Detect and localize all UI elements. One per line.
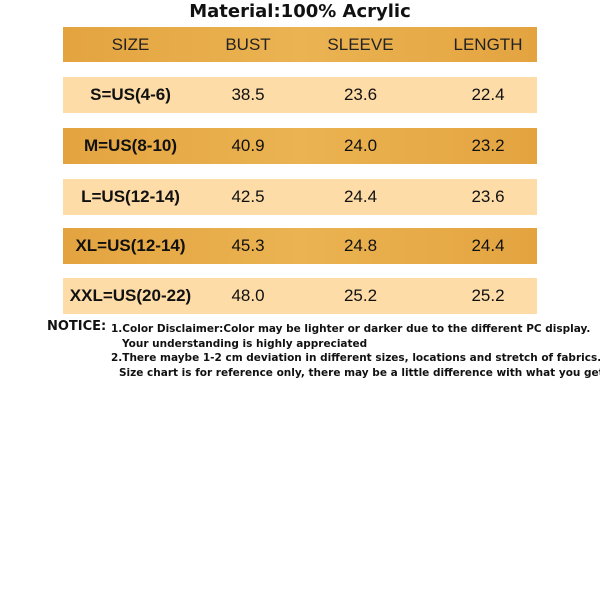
value-cell: 24.4: [471, 236, 505, 255]
value-cell: 48.0: [231, 286, 265, 305]
table-row: M=US(8-10) 40.9 24.0 23.2: [63, 128, 537, 164]
table-row: XL=US(12-14) 45.3 24.8 24.4: [63, 228, 537, 264]
header-cell: SLEEVE: [327, 34, 394, 54]
value-cell: 24.8: [343, 236, 378, 255]
notice-line: Size chart is for reference only, there …: [119, 367, 600, 379]
value-cell: 40.9: [231, 136, 265, 155]
value-cell: 22.4: [471, 85, 505, 104]
value-cell: 23.2: [471, 136, 505, 155]
value-cell: 25.2: [471, 286, 505, 305]
value-cell: 23.6: [343, 85, 378, 104]
size-cell: XL=US(12-14): [75, 236, 186, 255]
value-cell: 25.2: [343, 286, 378, 305]
header-cell: SIZE: [111, 34, 150, 54]
value-cell: 38.5: [231, 85, 265, 104]
notice-line: 1.Color Disclaimer:Color may be lighter …: [111, 323, 591, 335]
value-cell: 24.0: [343, 136, 378, 155]
value-cell: 45.3: [231, 236, 265, 255]
value-cell: 42.5: [231, 187, 265, 206]
value-cell: 23.6: [471, 187, 505, 206]
header-row: SIZE BUST SLEEVE LENGTH: [63, 27, 537, 62]
size-cell: M=US(8-10): [83, 136, 178, 155]
notice-line: 2.There maybe 1-2 cm deviation in differ…: [111, 352, 600, 364]
value-cell: 24.4: [343, 187, 378, 206]
table-row: L=US(12-14) 42.5 24.4 23.6: [63, 179, 537, 215]
table-row: S=US(4-6) 38.5 23.6 22.4: [63, 77, 537, 113]
table-row: XXL=US(20-22) 48.0 25.2 25.2: [63, 278, 537, 314]
title: Material:100% Acrylic: [189, 1, 411, 22]
notice-line: Your understanding is highly appreciated: [122, 338, 368, 350]
size-cell: S=US(4-6): [90, 85, 171, 104]
notice-label: NOTICE:: [47, 319, 107, 334]
size-cell: XXL=US(20-22): [69, 286, 192, 305]
header-cell: BUST: [225, 34, 271, 54]
size-cell: L=US(12-14): [81, 187, 180, 206]
header-cell: LENGTH: [453, 34, 523, 54]
